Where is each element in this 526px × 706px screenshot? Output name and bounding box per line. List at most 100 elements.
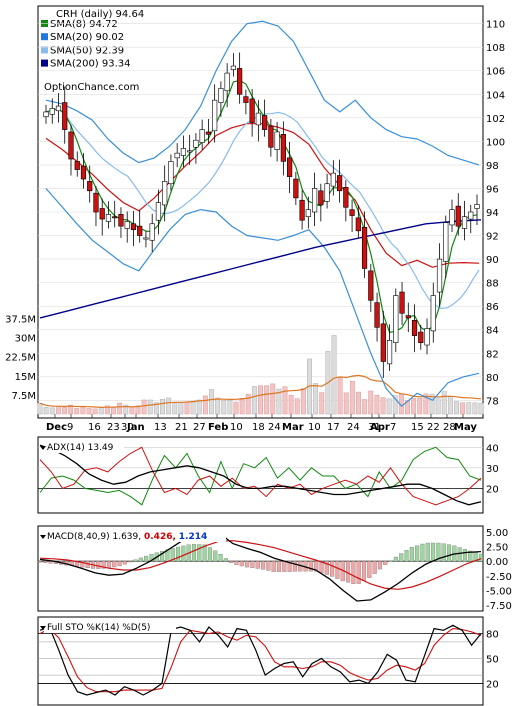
macd-histogram-bar — [287, 561, 292, 572]
macd-histogram-bar — [351, 561, 356, 584]
volume-tick-label: 15M — [15, 372, 36, 383]
volume-bar — [141, 399, 147, 415]
candle-body — [380, 323, 386, 362]
macd-tick-label: -2.50 — [486, 572, 512, 583]
sma8-line — [45, 79, 478, 334]
volume-bar — [153, 402, 159, 415]
macd-histogram-bar — [314, 561, 319, 572]
candle-body — [268, 125, 274, 148]
volume-bar — [209, 389, 214, 415]
macd-histogram-bar — [223, 558, 228, 562]
legend-swatch — [41, 33, 48, 41]
adx-label: ADX(14) 13.49 — [47, 443, 114, 453]
candle-body — [324, 183, 330, 202]
volume-bar — [233, 401, 239, 415]
macd-histogram-bar — [43, 561, 48, 563]
adx-plus-di-line — [39, 446, 482, 506]
date-tick-label: Apr — [370, 422, 390, 433]
bollinger-lower-line — [45, 188, 480, 408]
volume-bar — [49, 407, 55, 415]
candle-body — [130, 223, 137, 230]
macd-histogram-bar — [160, 551, 165, 562]
volume-bar — [447, 396, 453, 415]
volume-bar — [392, 395, 398, 415]
adx-line — [39, 444, 482, 506]
macd-histogram-bar — [112, 561, 117, 568]
candle-body — [87, 181, 93, 192]
candle-body — [199, 129, 205, 143]
legend-label: SMA(20) 90.02 — [50, 32, 124, 43]
volume-bar — [239, 397, 245, 415]
macd-histogram-bar — [197, 544, 202, 562]
candle-body — [224, 72, 230, 92]
volume-bar — [319, 392, 325, 415]
price-tick-label: 86 — [486, 302, 499, 313]
volume-bar — [80, 406, 86, 415]
stochastic-marker-icon — [40, 626, 46, 630]
volume-bar — [221, 400, 227, 415]
macd-histogram-bar — [436, 542, 441, 562]
candle-body — [405, 315, 411, 319]
volume-bar — [98, 407, 104, 415]
candle-body — [399, 291, 405, 314]
candle-body — [249, 98, 255, 123]
price-tick-label: 98 — [486, 161, 499, 172]
volume-bar — [466, 402, 472, 415]
volume-bars — [37, 335, 484, 415]
date-tick-label: 7 — [390, 422, 396, 433]
candle-body — [418, 331, 424, 343]
date-tick-label: 23 — [107, 422, 120, 433]
macd-histogram-bar — [425, 542, 430, 562]
macd-histogram-bar — [191, 544, 197, 562]
date-tick-label: Dec — [46, 422, 67, 433]
price-tick-label: 88 — [486, 279, 499, 290]
volume-bar — [227, 399, 233, 415]
macd-histogram-bar — [117, 561, 122, 567]
stochastic-tick-label: 20 — [486, 679, 499, 690]
macd-histogram-bar — [202, 544, 207, 562]
volume-bar — [117, 402, 123, 415]
macd-histogram-bar — [106, 561, 112, 569]
date-tick-label: Jan — [126, 422, 145, 433]
candle-body — [336, 175, 343, 192]
date-tick-label: 31 — [368, 422, 381, 433]
volume-bar — [196, 399, 202, 415]
candle-body — [293, 178, 299, 199]
candle-body — [330, 172, 336, 187]
volume-bar — [166, 397, 172, 415]
macd-histogram-bar — [234, 561, 239, 566]
volume-bar — [337, 377, 343, 415]
candle-body — [280, 134, 286, 162]
volume-bar — [294, 398, 300, 415]
date-tick-label: 17 — [327, 422, 340, 433]
macd-histogram-bar — [207, 547, 212, 562]
macd-histogram-bar — [383, 561, 388, 565]
volume-bar — [478, 403, 484, 415]
date-tick-label: 24 — [268, 422, 281, 433]
date-tick-label: 15 — [411, 422, 424, 433]
volume-tick-label: 30M — [15, 334, 36, 345]
candle-body — [187, 150, 193, 153]
macd-signal-value: 0.426, — [144, 532, 176, 542]
volume-bar — [264, 385, 270, 415]
chart-title: CRH (daily) 94.64 — [56, 9, 144, 20]
macd-histogram-bar — [213, 550, 218, 562]
price-tick-label: 100 — [486, 137, 505, 148]
candle-body — [349, 209, 355, 216]
volume-bar — [190, 402, 196, 415]
macd-histogram-bar — [462, 549, 468, 562]
macd-tick-label: -5.00 — [486, 586, 512, 597]
macd-histogram-bar — [478, 553, 483, 562]
volume-bar — [43, 407, 49, 415]
candle-body — [461, 216, 468, 229]
macd-histogram-bar — [399, 553, 404, 562]
candle-body — [99, 208, 105, 220]
volume-bar — [215, 397, 221, 415]
macd-histogram-bar — [37, 561, 42, 563]
legend-label: SMA(50) 92.39 — [50, 45, 124, 56]
volume-bar — [374, 394, 380, 415]
price-tick-label: 78 — [486, 396, 499, 407]
volume-bar — [417, 398, 423, 415]
sma200-line — [39, 219, 482, 319]
macd-histogram-bar — [181, 545, 186, 562]
